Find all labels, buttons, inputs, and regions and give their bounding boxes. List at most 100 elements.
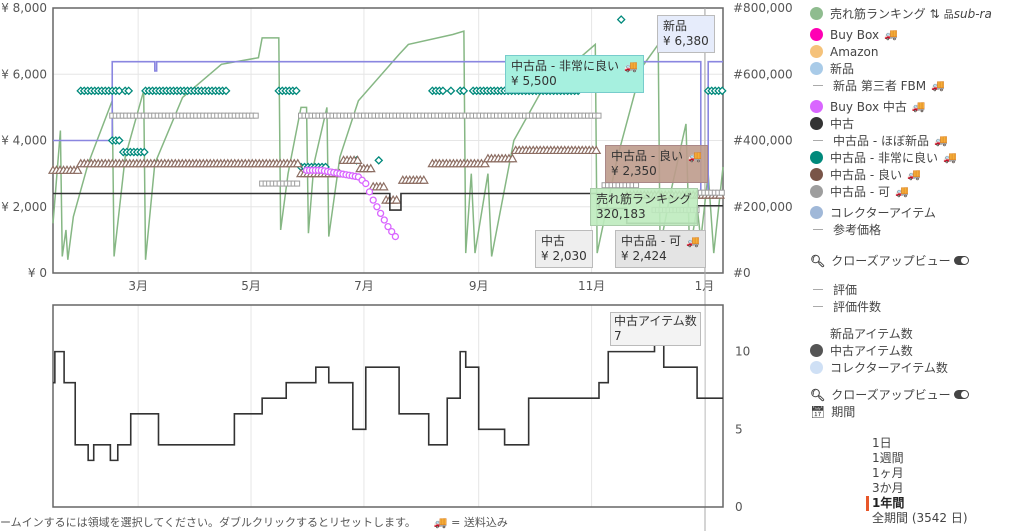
square-marker (633, 182, 640, 189)
legend-dot-icon (810, 117, 823, 130)
legend-dash-icon (813, 140, 823, 141)
legend-dash-icon (813, 289, 823, 290)
legend-dot-icon (810, 45, 823, 58)
period-option[interactable]: 1週間 (872, 451, 904, 465)
legend-item[interactable]: 評価 (810, 281, 992, 298)
x-tick-label: 3月 (128, 279, 148, 293)
legend-label: Buy Box 中古 (830, 100, 907, 114)
legend-label: 中古品 - 非常に良い (830, 151, 938, 165)
triangle-marker (292, 158, 303, 168)
legend-item[interactable]: 中古品 - 可 🚚 (810, 183, 992, 200)
toggle-icon[interactable] (953, 256, 969, 265)
legend-label: 中古 (830, 117, 855, 131)
y-tick-label: ¥ 2,000 (1, 200, 47, 214)
triangle-marker (378, 181, 389, 191)
legend-item[interactable]: 評価件数 (810, 298, 992, 315)
square-marker (718, 189, 725, 196)
diamond-marker (221, 86, 231, 96)
legend-label: Buy Box (830, 27, 880, 42)
search-icon: 🔍︎ (810, 253, 826, 268)
series-中古品 - 可 (109, 112, 725, 214)
diamond-marker (438, 86, 448, 96)
circle-marker (362, 179, 370, 188)
legend-item[interactable]: 中古 (810, 115, 992, 132)
sort-numeric-icon[interactable]: ⇅ (929, 6, 940, 21)
legend-label: Amazon (830, 44, 879, 59)
tooltip-used-count: 中古アイテム数 7 (610, 312, 701, 346)
legend-item[interactable]: 新品 第三者 FBM 🚚 (810, 77, 992, 94)
legend-label: 中古品 - 可 (830, 185, 890, 199)
legend-dot-icon (810, 151, 823, 164)
closeup-toggle-2[interactable]: 🔍︎ クローズアップビュー (810, 386, 992, 403)
period-option[interactable]: 1日 (872, 436, 892, 450)
diamond-marker (446, 86, 456, 96)
diamond-marker (374, 155, 384, 165)
square-marker (252, 112, 259, 119)
x-tick-label: 5月 (241, 279, 261, 293)
legend-item[interactable]: Amazon (810, 43, 992, 60)
hierarchy-icon: 品 (943, 10, 954, 21)
triangle-marker (365, 163, 376, 173)
legend-dot-icon (810, 100, 823, 113)
closeup-label-2: クローズアップビュー (831, 388, 951, 402)
x-tick-label: 7月 (354, 279, 374, 293)
legend-label: 売れ筋ランキング (830, 7, 926, 21)
x-tick-label: 11月 (578, 279, 605, 293)
search-icon: 🔍︎ (810, 387, 826, 402)
legend-item[interactable]: コレクターアイテム数 (810, 359, 992, 376)
legend-item[interactable]: 新品 (810, 60, 992, 77)
truck-icon: 🚚 (623, 60, 638, 73)
legend-item[interactable]: 中古品 - 非常に良い 🚚 (810, 149, 992, 166)
shipping-note: = 送料込み (451, 516, 508, 529)
y-tick-label: ¥ 4,000 (1, 134, 47, 148)
legend-item[interactable]: 参考価格 (810, 221, 992, 238)
triangle-marker (418, 175, 429, 184)
square-marker (294, 180, 301, 187)
legend-item[interactable]: 中古品 - ほぼ新品 🚚 (810, 132, 992, 149)
closeup-toggle[interactable]: 🔍︎ クローズアップビュー (810, 252, 992, 269)
legend-item[interactable]: Buy Box 🚚 (810, 26, 992, 43)
truck-icon: 🚚 (911, 100, 926, 113)
y-tick-label: ¥ 6,000 (1, 67, 47, 81)
diamond-marker (139, 147, 149, 157)
legend-item[interactable]: Buy Box 中古 🚚 (810, 98, 992, 115)
legend-item[interactable]: 中古アイテム数 (810, 342, 992, 359)
count-plot-frame (52, 304, 724, 508)
truck-icon: 🚚 (933, 134, 948, 147)
sub-rank-link[interactable]: sub-ra (953, 6, 992, 21)
circle-marker (365, 188, 374, 196)
legend-label: 新品 (830, 62, 855, 76)
toggle-icon[interactable] (953, 390, 969, 399)
legend-label: 評価 (833, 283, 858, 297)
period-option[interactable]: 全期間 (3542 日) (872, 511, 968, 525)
circle-marker (388, 227, 396, 236)
legend-dot-icon (810, 327, 823, 340)
y2-tick-label: #200,000 (733, 200, 793, 214)
x-tick-label: 9月 (469, 279, 489, 293)
legend-item[interactable]: 中古品 - 良い 🚚 (810, 166, 992, 183)
tooltip-used-good: 中古品 - 良い 🚚 ¥ 2,350 (605, 145, 708, 183)
legend-item[interactable]: コレクターアイテム (810, 204, 992, 221)
circle-marker (380, 216, 388, 224)
triangle-marker (591, 145, 602, 155)
legend-dot-icon (810, 168, 823, 181)
diamond-marker (616, 15, 626, 25)
legend-item[interactable]: 売れ筋ランキング ⇅ 品 sub-ra (810, 5, 992, 22)
calendar-icon: 📅︎ (810, 404, 826, 419)
legend-dash-icon (813, 306, 823, 307)
truck-icon: 🚚 (433, 516, 448, 529)
y2-tick-label: 10 (735, 345, 750, 359)
period-selector: 1日 1週間 1ヶ月 3か月 1年間 全期間 (3542 日) (866, 436, 968, 526)
period-option[interactable]: 3か月 (872, 481, 904, 495)
triangle-marker (352, 155, 363, 164)
period-option[interactable]: 1ヶ月 (872, 466, 904, 480)
legend-label: 中古品 - 良い (830, 168, 902, 182)
series-売れ筋ランキング (52, 30, 724, 260)
sales-rank-line (52, 30, 724, 260)
tooltip-used-very-good: 中古品 - 非常に良い 🚚 ¥ 5,500 (505, 55, 644, 93)
period-option[interactable]: 1年間 (866, 496, 968, 511)
legend-item[interactable]: 新品アイテム数 (810, 325, 992, 342)
legend-label: 参考価格 (833, 223, 882, 237)
diamond-marker (114, 86, 124, 96)
diamond-marker (114, 136, 124, 145)
